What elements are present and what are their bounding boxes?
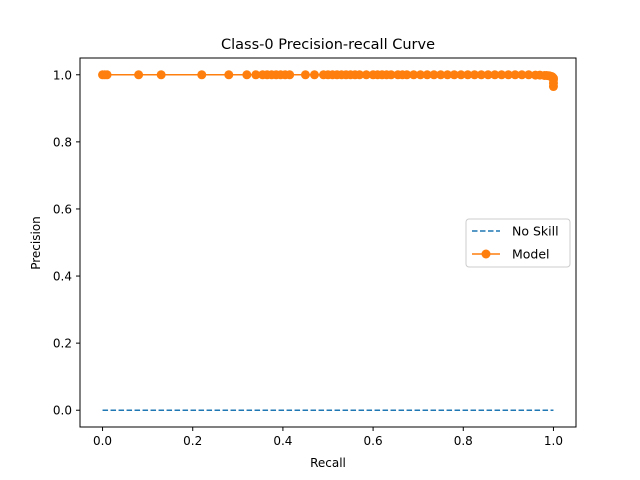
- x-axis-label: Recall: [310, 456, 346, 470]
- model-point: [242, 70, 252, 80]
- legend-label-model: Model: [512, 247, 550, 262]
- x-tick-label: 0.2: [183, 434, 202, 448]
- y-tick-label: 0.0: [53, 404, 72, 418]
- model-point: [355, 70, 365, 80]
- model-point: [490, 70, 500, 80]
- y-tick-label: 0.4: [53, 270, 72, 284]
- x-axis: 0.0 0.2 0.4 0.6 0.8 1.0: [93, 427, 563, 448]
- model-point: [436, 70, 446, 80]
- model-point: [524, 70, 534, 80]
- model-point: [456, 70, 466, 80]
- model-point: [156, 70, 166, 80]
- model-point: [197, 70, 207, 80]
- model-point: [449, 70, 459, 80]
- x-tick-label: 0.8: [454, 434, 473, 448]
- model-point: [102, 70, 112, 80]
- plot-area: [79, 57, 577, 428]
- model-point: [251, 70, 261, 80]
- model-point: [386, 70, 396, 80]
- x-tick-label: 0.0: [93, 434, 112, 448]
- model-point: [548, 82, 558, 92]
- model-point: [463, 70, 473, 80]
- model-point: [429, 70, 439, 80]
- y-tick-label: 0.8: [53, 135, 72, 149]
- legend: No Skill Model: [465, 218, 571, 268]
- legend-label-no-skill: No Skill: [512, 224, 559, 239]
- legend-marker: [481, 249, 491, 259]
- model-point: [309, 70, 319, 80]
- model-point: [285, 70, 295, 80]
- model-point: [517, 70, 527, 80]
- model-point: [510, 70, 520, 80]
- x-tick-label: 1.0: [544, 434, 563, 448]
- model-point: [483, 70, 493, 80]
- chart-title: Class-0 Precision-recall Curve: [221, 37, 435, 53]
- y-tick-label: 0.2: [53, 337, 72, 351]
- model-point: [224, 70, 234, 80]
- model-point: [409, 70, 419, 80]
- y-axis: 0.0 0.2 0.4 0.6 0.8 1.0: [53, 68, 80, 418]
- model-point: [497, 70, 507, 80]
- model-point: [300, 70, 310, 80]
- y-tick-label: 1.0: [53, 68, 72, 82]
- axes-frame: [79, 57, 577, 428]
- x-tick-label: 0.6: [364, 434, 383, 448]
- model-point: [476, 70, 486, 80]
- model-point: [134, 70, 144, 80]
- y-axis-label: Precision: [29, 216, 43, 270]
- x-tick-label: 0.4: [273, 434, 292, 448]
- model-point: [470, 70, 480, 80]
- model-point: [503, 70, 513, 80]
- y-tick-label: 0.6: [53, 202, 72, 216]
- model-point: [415, 70, 425, 80]
- model-point: [402, 70, 412, 80]
- model-point: [422, 70, 432, 80]
- model-point: [442, 70, 452, 80]
- model-point: [361, 70, 371, 80]
